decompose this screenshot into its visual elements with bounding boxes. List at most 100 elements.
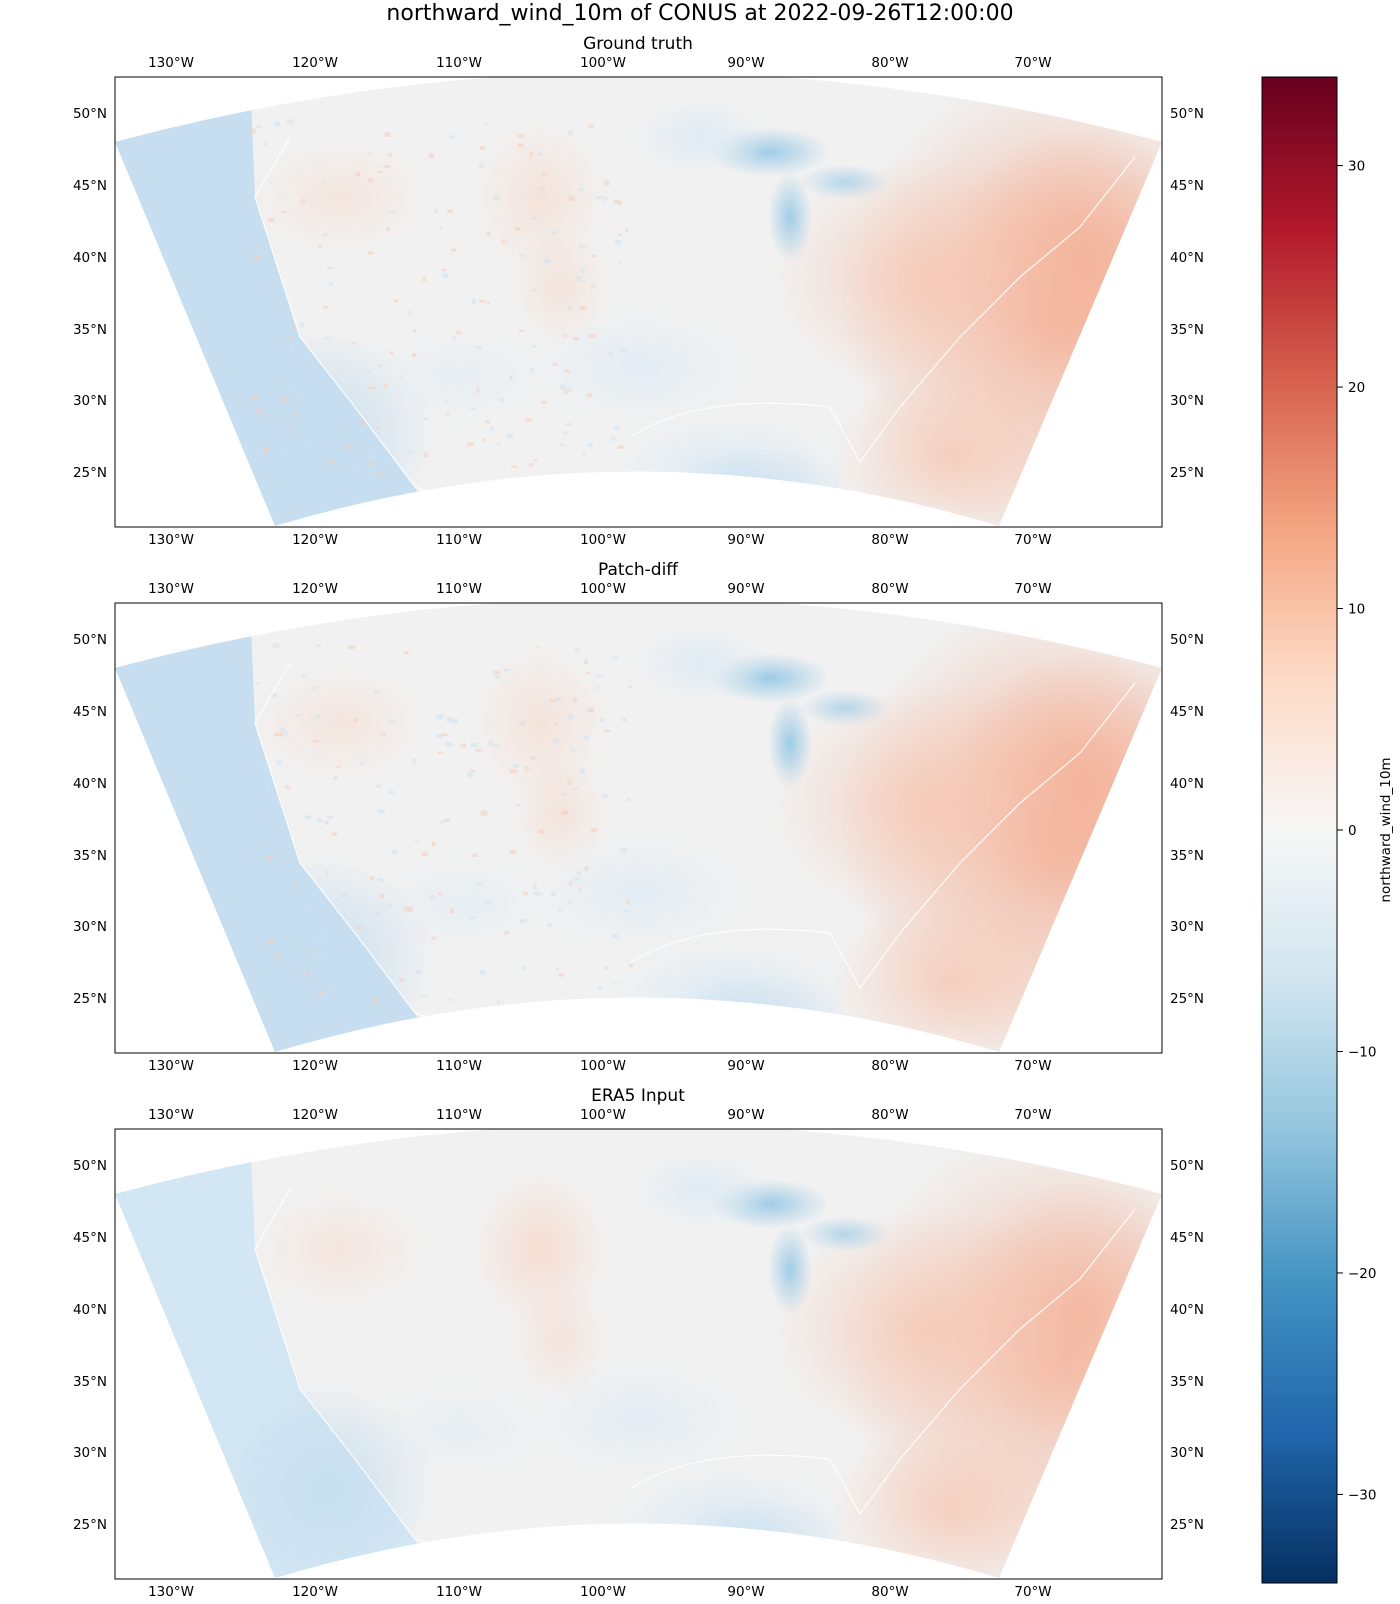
lon-label-bottom: 130°W xyxy=(148,1058,194,1074)
lat-label-right: 25°N xyxy=(1170,465,1204,481)
lat-label-right: 45°N xyxy=(1170,178,1204,194)
lon-label-top: 100°W xyxy=(580,55,626,71)
lat-label-left: 40°N xyxy=(73,250,107,266)
lon-label-bottom: 90°W xyxy=(727,1058,764,1074)
lon-label-top: 70°W xyxy=(1014,581,1051,597)
panel-title: Patch-diff xyxy=(598,560,679,580)
lon-label-top: 110°W xyxy=(436,1107,482,1123)
lon-label-bottom: 120°W xyxy=(292,1584,338,1600)
lat-label-left: 50°N xyxy=(73,632,107,648)
map-panel-patch: Patch-diff 130°W 130°W 120°W 120°W 110°W 110°W… xyxy=(73,560,1280,1074)
lon-label-top: 120°W xyxy=(292,581,338,597)
lat-label-right: 40°N xyxy=(1170,250,1204,266)
colorbar-tick-label: 20 xyxy=(1348,380,1365,396)
lon-label-top: 110°W xyxy=(436,581,482,597)
panel-title: ERA5 Input xyxy=(591,1086,685,1106)
lat-label-right: 30°N xyxy=(1170,1445,1204,1461)
lon-label-bottom: 110°W xyxy=(436,1584,482,1600)
lon-label-top: 130°W xyxy=(148,1107,194,1123)
lat-label-right: 50°N xyxy=(1170,632,1204,648)
lat-label-right: 35°N xyxy=(1170,848,1204,864)
lon-label-top: 80°W xyxy=(871,1107,908,1123)
lat-label-left: 50°N xyxy=(73,1158,107,1174)
lat-label-left: 40°N xyxy=(73,776,107,792)
colorbar-tick-label: 10 xyxy=(1348,602,1365,618)
wind-field xyxy=(115,67,1280,547)
lat-label-right: 40°N xyxy=(1170,776,1204,792)
lon-label-top: 100°W xyxy=(580,581,626,597)
lon-label-bottom: 80°W xyxy=(871,1584,908,1600)
lat-label-right: 25°N xyxy=(1170,991,1204,1007)
lat-label-left: 25°N xyxy=(73,991,107,1007)
lon-label-bottom: 80°W xyxy=(871,1058,908,1074)
lat-label-left: 50°N xyxy=(73,106,107,122)
lat-label-left: 45°N xyxy=(73,178,107,194)
lon-label-bottom: 90°W xyxy=(727,1584,764,1600)
lat-label-right: 30°N xyxy=(1170,393,1204,409)
lat-label-right: 35°N xyxy=(1170,1374,1204,1390)
colorbar-tick-label: 0 xyxy=(1348,823,1357,839)
lon-label-bottom: 100°W xyxy=(580,1584,626,1600)
lat-label-right: 30°N xyxy=(1170,919,1204,935)
lat-label-left: 35°N xyxy=(73,848,107,864)
colorbar: 30 20 10 0 −10 −20 −30 northward_wind_10m xyxy=(1262,77,1394,1583)
lon-label-top: 70°W xyxy=(1014,55,1051,71)
lat-label-right: 50°N xyxy=(1170,106,1204,122)
lat-label-left: 25°N xyxy=(73,465,107,481)
lat-label-left: 25°N xyxy=(73,1517,107,1533)
lon-label-top: 80°W xyxy=(871,55,908,71)
colorbar-label: northward_wind_10m xyxy=(1378,757,1394,902)
panel-title: Ground truth xyxy=(583,34,693,54)
lat-label-right: 25°N xyxy=(1170,1517,1204,1533)
lon-label-bottom: 120°W xyxy=(292,1058,338,1074)
lon-label-top: 110°W xyxy=(436,55,482,71)
colorbar-tick-label: −10 xyxy=(1348,1044,1377,1060)
lon-label-bottom: 90°W xyxy=(727,532,764,548)
colorbar-gradient xyxy=(1262,77,1337,1583)
lon-label-bottom: 100°W xyxy=(580,1058,626,1074)
colorbar-tick-label: 30 xyxy=(1348,159,1365,175)
lon-label-bottom: 130°W xyxy=(148,532,194,548)
lon-label-top: 70°W xyxy=(1014,1107,1051,1123)
lon-label-bottom: 70°W xyxy=(1014,1584,1051,1600)
map-panel-truth: Ground truth 130°W 130°W 120°W 120°W 110°W 110… xyxy=(73,34,1280,548)
figure-title: northward_wind_10m of CONUS at 2022-09-2… xyxy=(386,1,1013,26)
lat-label-left: 35°N xyxy=(73,1374,107,1390)
colorbar-ticks: 30 20 10 0 −10 −20 −30 xyxy=(1337,159,1377,1504)
lat-label-left: 35°N xyxy=(73,322,107,338)
map-panels: Ground truth 130°W 130°W 120°W 120°W 110°W 110… xyxy=(73,34,1280,1600)
lon-label-top: 120°W xyxy=(292,55,338,71)
lat-label-right: 45°N xyxy=(1170,1230,1204,1246)
lat-label-right: 50°N xyxy=(1170,1158,1204,1174)
lon-label-top: 130°W xyxy=(148,581,194,597)
lon-label-top: 130°W xyxy=(148,55,194,71)
wind-field xyxy=(115,593,1280,1073)
lat-label-right: 35°N xyxy=(1170,322,1204,338)
lon-label-bottom: 120°W xyxy=(292,532,338,548)
lon-label-top: 120°W xyxy=(292,1107,338,1123)
lat-label-left: 30°N xyxy=(73,393,107,409)
lat-label-right: 45°N xyxy=(1170,704,1204,720)
lon-label-top: 100°W xyxy=(580,1107,626,1123)
lon-label-bottom: 100°W xyxy=(580,532,626,548)
lon-label-top: 90°W xyxy=(727,581,764,597)
map-panel-era5: ERA5 Input 130°W 130°W 120°W 120°W 110°W 110°W… xyxy=(73,1086,1280,1600)
wind-field xyxy=(115,1119,1280,1599)
lon-label-top: 90°W xyxy=(727,55,764,71)
colorbar-tick-label: −30 xyxy=(1348,1487,1377,1503)
lon-label-top: 90°W xyxy=(727,1107,764,1123)
lat-label-left: 45°N xyxy=(73,704,107,720)
lon-label-top: 80°W xyxy=(871,581,908,597)
lon-label-bottom: 130°W xyxy=(148,1584,194,1600)
lat-label-left: 40°N xyxy=(73,1302,107,1318)
lon-label-bottom: 80°W xyxy=(871,532,908,548)
lat-label-left: 30°N xyxy=(73,919,107,935)
lon-label-bottom: 70°W xyxy=(1014,532,1051,548)
lat-label-left: 45°N xyxy=(73,1230,107,1246)
colorbar-tick-label: −20 xyxy=(1348,1266,1377,1282)
lon-label-bottom: 110°W xyxy=(436,1058,482,1074)
lat-label-right: 40°N xyxy=(1170,1302,1204,1318)
lon-label-bottom: 110°W xyxy=(436,532,482,548)
lat-label-left: 30°N xyxy=(73,1445,107,1461)
